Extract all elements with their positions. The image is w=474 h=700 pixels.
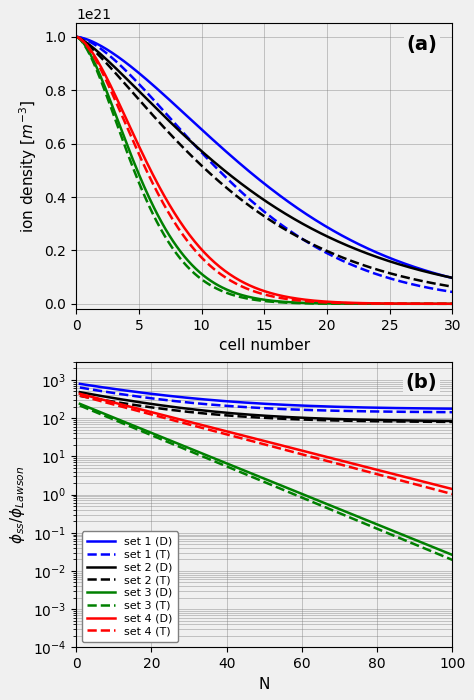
Y-axis label: ion density [$m^{-3}$]: ion density [$m^{-3}$] bbox=[17, 99, 39, 233]
Text: (b): (b) bbox=[406, 373, 438, 392]
Legend: set 1 (D), set 1 (T), set 2 (D), set 2 (T), set 3 (D), set 3 (T), set 4 (D), set: set 1 (D), set 1 (T), set 2 (D), set 2 (… bbox=[82, 531, 178, 642]
Text: (a): (a) bbox=[407, 35, 438, 54]
X-axis label: cell number: cell number bbox=[219, 338, 310, 354]
Y-axis label: $\phi_{ss}/\phi_{Lawson}$: $\phi_{ss}/\phi_{Lawson}$ bbox=[9, 466, 27, 544]
X-axis label: N: N bbox=[259, 677, 270, 692]
